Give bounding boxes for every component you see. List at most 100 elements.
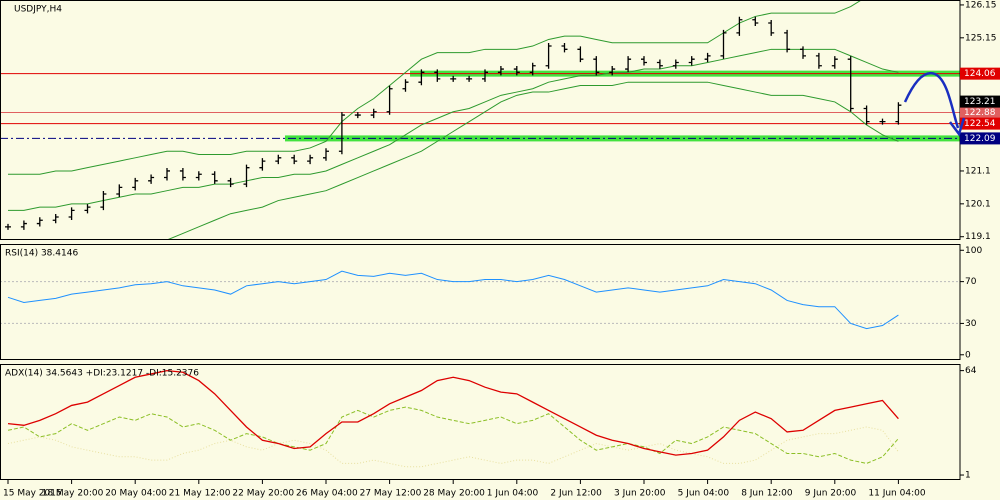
x-tick-label: 5 Jun 04:00 [678,489,730,499]
indicator-line [7,369,899,456]
price-bar [370,108,377,119]
price-bar [275,154,282,165]
x-tick-label: 15 May 2015 [3,489,62,499]
panel-title: RSI(14) 38.4146 [5,249,78,259]
y-tick-label: 64 [965,366,977,376]
y-tick-label: 30 [965,319,977,329]
band-upper [8,0,863,175]
price-bar [338,112,345,155]
y-tick-label: 1 [965,471,971,481]
price-bar [148,174,155,184]
price-bar [211,171,218,184]
level-tag [960,132,1000,145]
y-tick-label: 0 [965,350,971,360]
x-tick-label: 21 May 12:00 [169,489,231,499]
price-bar [497,66,504,76]
x-tick-label: 26 May 04:00 [296,489,358,499]
price-bar [450,75,457,82]
price-bar [863,105,870,125]
price-bar [179,167,186,181]
price-bar [323,148,329,161]
price-bar [307,154,314,165]
y-tick-label: 120.1 [965,199,991,209]
y-tick-label: 126.15 [965,0,997,10]
price-bar [847,56,854,112]
price-bar [466,75,473,82]
price-bar [593,56,600,76]
price-bar [609,66,616,76]
price-bar [879,118,886,125]
x-tick-label: 2 Jun 12:00 [550,489,602,499]
x-tick-label: 1 Jun 04:00 [487,489,539,499]
level-tag-label: 124.06 [964,69,996,79]
price-bar [641,56,647,66]
price-bar [656,59,663,69]
level-tag-label: 122.09 [964,134,996,144]
y-tick-label: 100 [965,246,982,256]
price-bar [831,56,838,69]
price-bar [768,20,775,36]
price-bar [386,85,393,115]
price-bar [195,171,202,181]
price-bar [672,59,679,69]
x-tick-label: 20 May 04:00 [105,489,167,499]
level-tag-label: 122.88 [964,108,996,118]
price-bar [100,190,107,211]
price-bar [513,66,520,76]
price-bar [259,158,266,171]
price-bar [402,79,409,92]
level-tag [960,117,1000,130]
price-bar [784,29,791,53]
x-tick-label: 18 May 20:00 [42,489,104,499]
forecast-arrowhead [949,117,966,137]
price-bar [227,177,234,188]
indicator-line [7,406,899,464]
panel-title: USDJPY,H4 [14,5,62,15]
price-bar [68,207,75,220]
price-bar [752,16,759,27]
price-bar [545,43,552,69]
x-tick-label: 28 May 20:00 [423,489,485,499]
price-bar [243,164,250,188]
indicator-line [7,426,899,468]
panel-plot [7,369,899,468]
level-tag [960,106,1000,119]
y-tick-label: 125.15 [965,33,997,43]
panel-frame [0,244,961,360]
price-bar [736,16,743,36]
price-bar [561,43,568,53]
y-tick-label: 121.1 [965,166,991,176]
forecast-arrow [903,71,960,129]
price-bar [132,177,139,191]
band-lower [132,81,899,240]
current-price-label: 123.21 [964,97,996,107]
x-tick-label: 22 May 20:00 [232,489,294,499]
price-bar [354,112,361,119]
current-price-tag [960,95,1000,108]
zone [285,135,960,142]
price-bar [418,69,425,86]
price-bar [84,204,91,214]
x-tick-label: 3 Jun 20:00 [614,489,666,499]
price-bar [52,213,59,224]
price-bar [800,46,806,59]
panel-plot [0,0,960,240]
y-tick-label: 70 [965,277,977,287]
price-bar [20,220,27,230]
price-bar [482,69,488,82]
price-bar [434,69,441,82]
price-bar [577,46,584,63]
x-tick-label: 11 Jun 04:00 [868,489,925,499]
price-bar [895,102,902,125]
level-tag-label: 122.54 [964,119,996,129]
price-bar [291,154,298,165]
panel-frame [0,364,961,480]
y-tick-label: 119.1 [965,232,991,242]
panel-plot [0,270,960,330]
price-bar [625,56,632,73]
x-tick-label: 27 May 12:00 [360,489,422,499]
price-bar [116,184,123,197]
price-bar [36,217,43,227]
